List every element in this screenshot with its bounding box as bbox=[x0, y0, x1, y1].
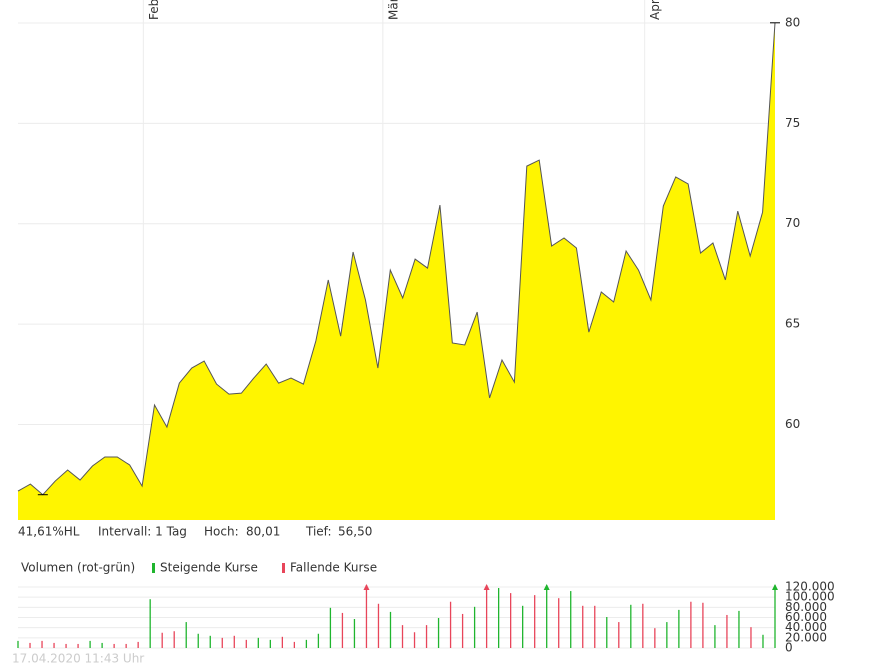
legend-label: Steigende Kurse bbox=[160, 561, 258, 575]
high-label: Hoch: bbox=[204, 525, 239, 539]
price-line bbox=[17, 22, 776, 496]
overflow-arrow bbox=[543, 584, 550, 590]
x-tick-label: Apr bbox=[648, 0, 662, 20]
y-tick-label: 60 bbox=[785, 417, 800, 431]
low-value: 56,50 bbox=[338, 525, 372, 539]
legend-swatch bbox=[282, 563, 285, 573]
x-tick-label: Mär bbox=[386, 0, 400, 20]
y-tick-label: 60.000 bbox=[785, 610, 827, 624]
low-label: Tief: bbox=[305, 525, 332, 539]
interval-text: Intervall: 1 Tag bbox=[98, 525, 187, 539]
range-text: 41,61%HL bbox=[18, 525, 80, 539]
overflow-arrow bbox=[363, 584, 370, 590]
high-value: 80,01 bbox=[246, 525, 280, 539]
y-tick-label: 70 bbox=[785, 216, 800, 230]
y-tick-label: 20.000 bbox=[785, 630, 827, 644]
volume-title: Volumen (rot-grün) bbox=[21, 561, 135, 575]
area-fill bbox=[18, 22, 775, 520]
y-tick-label: 75 bbox=[785, 116, 800, 130]
y-tick-label: 100.000 bbox=[785, 590, 835, 604]
y-tick-label: 80.000 bbox=[785, 600, 827, 614]
overflow-arrow bbox=[772, 584, 778, 590]
x-tick-label: Feb bbox=[147, 0, 161, 20]
footer: 17.04.2020 11:43 Uhr bbox=[12, 652, 144, 666]
legend-label: Fallende Kurse bbox=[290, 561, 377, 575]
y-tick-label: 80 bbox=[785, 16, 800, 30]
y-tick-label: 0 bbox=[785, 641, 793, 655]
y-tick-label: 120.000 bbox=[785, 580, 835, 594]
legend-swatch bbox=[152, 563, 155, 573]
overflow-arrow bbox=[483, 584, 490, 590]
y-tick-label: 65 bbox=[785, 317, 800, 331]
y-tick-label: 40.000 bbox=[785, 620, 827, 634]
